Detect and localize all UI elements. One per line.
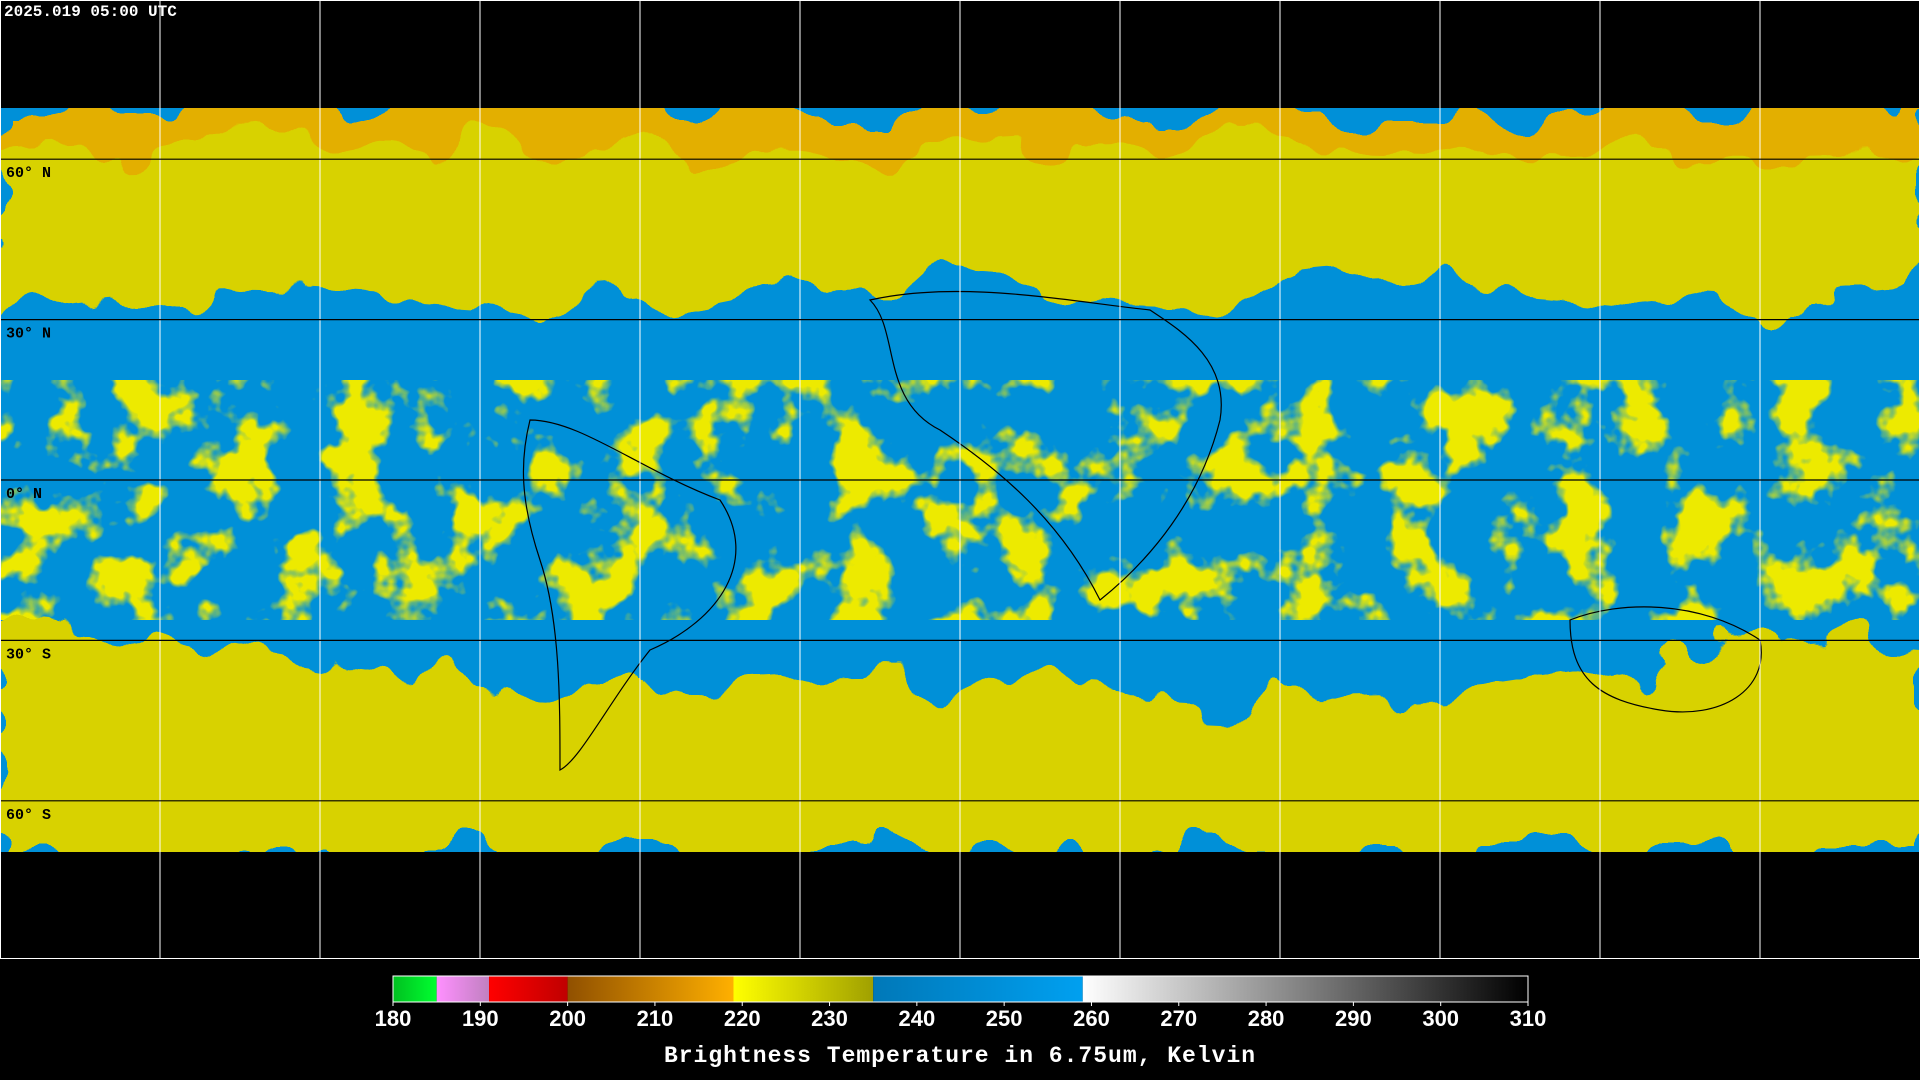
colorbar-tick-label: 230 [811,1006,848,1031]
colorbar-segment [489,976,568,1002]
colorbar-segment [1082,976,1528,1002]
colorbar-tick-label: 220 [724,1006,761,1031]
colorbar-segment [436,976,490,1002]
colorbar-tick-label: 200 [549,1006,586,1031]
coastlines [522,290,1762,771]
colorbar-segment [393,976,437,1002]
colorbar-segment [733,976,874,1002]
colorbar-tick-label: 290 [1335,1006,1372,1031]
colorbar-tick-label: 280 [1248,1006,1285,1031]
colorbar-tick-label: 270 [1160,1006,1197,1031]
colorbar-tick-label: 300 [1422,1006,1459,1031]
colorbar-tick-label: 180 [375,1006,412,1031]
colorbar-tick-label: 210 [637,1006,674,1031]
colorbar-frame [392,975,1529,1003]
latitude-label: 60° N [6,165,51,182]
colorbar-tick-label: 310 [1510,1006,1547,1031]
latitude-label: 0° N [6,486,42,503]
timestamp: 2025.019 05:00 UTC [4,3,177,21]
colorbar-tick-label: 250 [986,1006,1023,1031]
colorbar-segment [873,976,1083,1002]
colorbar-tick-label: 190 [462,1006,499,1031]
colorbar: 180 190 200 210 220 230 240 250 260 270 280 290 300 3… [375,975,1547,1031]
latitude-label: 30° S [6,646,51,663]
colorbar-tick-label: 260 [1073,1006,1110,1031]
colorbar-title: Brightness Temperature in 6.75um, Kelvin [664,1043,1256,1069]
latitude-label: 60° S [6,807,51,824]
colorbar-tick-label: 240 [898,1006,935,1031]
latitude-label: 30° N [6,326,51,343]
graticule: 60° N 30° N 0° N 30° S 60° S [0,0,1920,959]
colorbar-segment [567,976,734,1002]
